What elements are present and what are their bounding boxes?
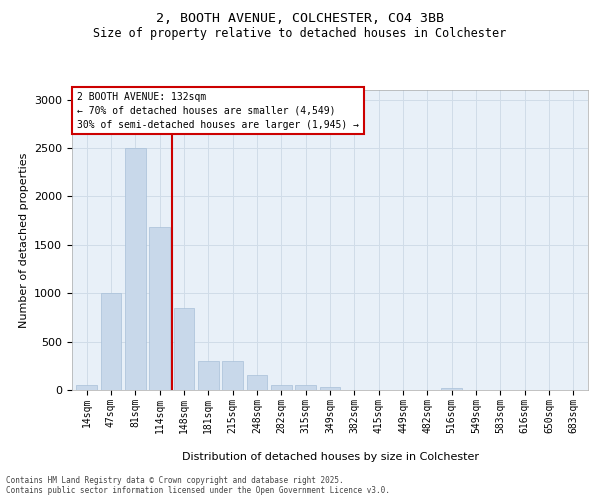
Bar xyxy=(271,384,292,390)
Bar xyxy=(198,361,218,390)
Text: Contains HM Land Registry data © Crown copyright and database right 2025.
Contai: Contains HM Land Registry data © Crown c… xyxy=(6,476,390,495)
Bar xyxy=(320,387,340,390)
Text: 2 BOOTH AVENUE: 132sqm
← 70% of detached houses are smaller (4,549)
30% of semi-: 2 BOOTH AVENUE: 132sqm ← 70% of detached… xyxy=(77,92,359,130)
Bar xyxy=(442,388,462,390)
Y-axis label: Number of detached properties: Number of detached properties xyxy=(19,152,29,328)
Text: Size of property relative to detached houses in Colchester: Size of property relative to detached ho… xyxy=(94,28,506,40)
Text: 2, BOOTH AVENUE, COLCHESTER, CO4 3BB: 2, BOOTH AVENUE, COLCHESTER, CO4 3BB xyxy=(156,12,444,26)
Bar xyxy=(247,376,268,390)
Bar xyxy=(101,293,121,390)
Bar xyxy=(295,384,316,390)
Text: Distribution of detached houses by size in Colchester: Distribution of detached houses by size … xyxy=(182,452,479,462)
Bar xyxy=(222,361,243,390)
Bar xyxy=(125,148,146,390)
Bar xyxy=(173,308,194,390)
Bar xyxy=(149,228,170,390)
Bar xyxy=(76,385,97,390)
